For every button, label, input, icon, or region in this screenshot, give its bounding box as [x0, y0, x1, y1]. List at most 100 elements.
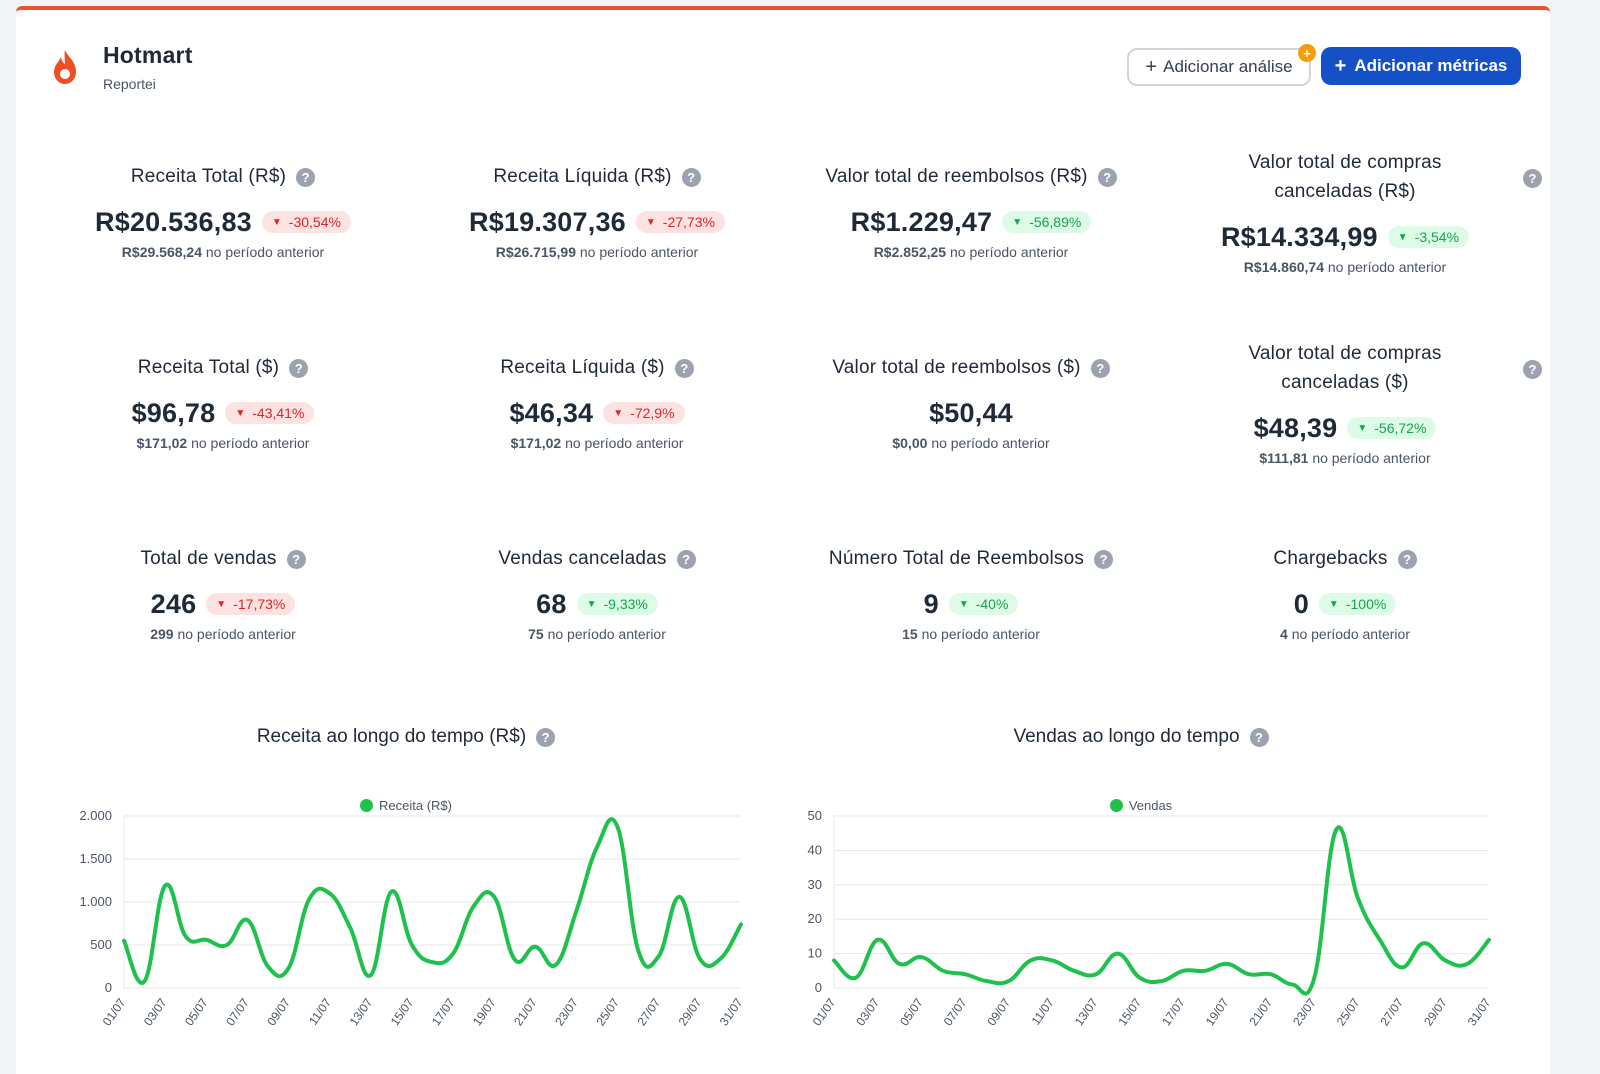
data-point[interactable]	[1025, 954, 1037, 966]
data-point[interactable]	[509, 954, 521, 966]
data-point[interactable]	[1112, 948, 1124, 960]
help-icon[interactable]: ?	[1523, 360, 1542, 379]
metric-card: Receita Total ($)? $96,78 ▼ -43,41% $171,02 …	[36, 353, 410, 451]
data-point[interactable]	[673, 891, 685, 903]
data-point[interactable]	[200, 934, 212, 946]
data-point[interactable]	[529, 941, 541, 953]
data-point[interactable]	[406, 939, 418, 951]
delta-value: -3,54%	[1414, 229, 1460, 245]
help-icon[interactable]: ?	[1397, 549, 1417, 569]
data-point[interactable]	[714, 953, 726, 965]
delta-value: -56,89%	[1029, 214, 1082, 230]
data-point[interactable]	[591, 841, 603, 853]
previous-label: no período anterior	[921, 626, 1040, 642]
data-point[interactable]	[1090, 968, 1102, 980]
help-icon[interactable]: ?	[286, 549, 306, 569]
data-point[interactable]	[735, 918, 747, 930]
data-point[interactable]	[894, 958, 906, 970]
previous-value: 75	[528, 626, 544, 642]
help-icon[interactable]: ?	[296, 167, 316, 187]
data-point[interactable]	[427, 956, 439, 968]
help-icon[interactable]: ?	[289, 358, 309, 378]
help-icon[interactable]: ?	[1094, 549, 1114, 569]
data-point[interactable]	[550, 959, 562, 971]
data-point[interactable]	[447, 948, 459, 960]
data-point[interactable]	[1134, 972, 1146, 984]
data-point[interactable]	[981, 975, 993, 987]
legend-label: Receita (R$)	[379, 798, 452, 813]
help-icon[interactable]: ?	[1249, 727, 1269, 747]
data-point[interactable]	[937, 965, 949, 977]
data-point[interactable]	[915, 951, 927, 963]
data-point[interactable]	[1461, 958, 1473, 970]
previous-period: 15 no período anterior	[784, 626, 1158, 642]
previous-value: $0,00	[892, 435, 928, 451]
data-point[interactable]	[1265, 968, 1277, 980]
data-point[interactable]	[324, 887, 336, 899]
chart-legend[interactable]: Receita (R$)	[56, 798, 756, 813]
data-point[interactable]	[1003, 975, 1015, 987]
help-icon[interactable]: ?	[681, 167, 701, 187]
data-point[interactable]	[139, 975, 151, 987]
previous-label: no período anterior	[177, 626, 296, 642]
help-icon[interactable]: ?	[1523, 169, 1542, 188]
data-point[interactable]	[365, 969, 377, 981]
data-point[interactable]	[1330, 824, 1342, 836]
metric-title: Vendas canceladas	[498, 548, 667, 569]
help-icon[interactable]: ?	[676, 549, 696, 569]
data-point[interactable]	[1308, 972, 1320, 984]
data-point[interactable]	[1483, 934, 1495, 946]
metric-value: $96,78	[131, 397, 216, 428]
metric-card: Vendas canceladas? 68 ▼ -9,33% 75 no período…	[410, 544, 784, 642]
down-arrow-icon: ▼	[586, 598, 597, 610]
help-icon[interactable]: ?	[536, 727, 556, 747]
data-point[interactable]	[1177, 965, 1189, 977]
data-point[interactable]	[828, 954, 840, 966]
data-point[interactable]	[1374, 934, 1386, 946]
add-analysis-button[interactable]: + Adicionar análise	[1127, 48, 1311, 86]
data-point[interactable]	[694, 953, 706, 965]
data-point[interactable]	[303, 893, 315, 905]
help-icon[interactable]: ?	[674, 358, 694, 378]
data-point[interactable]	[262, 961, 274, 973]
data-point[interactable]	[850, 972, 862, 984]
data-point[interactable]	[1243, 968, 1255, 980]
data-point[interactable]	[1156, 975, 1168, 987]
data-point[interactable]	[385, 886, 397, 898]
x-tick-label: 29/07	[1421, 995, 1450, 1028]
previous-value: $171,02	[510, 435, 562, 451]
data-point[interactable]	[118, 935, 130, 947]
data-point[interactable]	[468, 900, 480, 912]
data-point[interactable]	[1287, 979, 1299, 991]
data-point[interactable]	[653, 950, 665, 962]
data-point[interactable]	[1418, 937, 1430, 949]
data-point[interactable]	[221, 939, 233, 951]
data-point[interactable]	[959, 968, 971, 980]
data-point[interactable]	[1221, 958, 1233, 970]
data-point[interactable]	[1352, 893, 1364, 905]
data-point[interactable]	[872, 934, 884, 946]
data-point[interactable]	[1396, 961, 1408, 973]
data-point[interactable]	[632, 944, 644, 956]
data-point[interactable]	[1046, 954, 1058, 966]
delta-value: -30,54%	[288, 214, 341, 230]
data-point[interactable]	[1199, 965, 1211, 977]
data-point[interactable]	[344, 922, 356, 934]
data-point[interactable]	[570, 905, 582, 917]
data-point[interactable]	[241, 914, 253, 926]
data-point[interactable]	[1439, 954, 1451, 966]
data-point[interactable]	[159, 880, 171, 892]
data-point[interactable]	[283, 962, 295, 974]
data-point[interactable]	[488, 891, 500, 903]
previous-period: R$2.852,25 no período anterior	[784, 244, 1158, 260]
add-metrics-button[interactable]: + Adicionar métricas	[1321, 47, 1521, 85]
metric-title: Valor total de reembolsos (R$)	[825, 166, 1088, 187]
chart-legend[interactable]: Vendas	[786, 798, 1496, 813]
report-card: Hotmart Reportei + Adicionar análise + +…	[16, 6, 1550, 1074]
data-point[interactable]	[180, 930, 192, 942]
help-icon[interactable]: ?	[1097, 167, 1117, 187]
revenue-chart: Receita ao longo do tempo (R$) ? Receita…	[56, 726, 756, 1066]
data-point[interactable]	[612, 821, 624, 833]
help-icon[interactable]: ?	[1090, 358, 1110, 378]
data-point[interactable]	[1068, 965, 1080, 977]
